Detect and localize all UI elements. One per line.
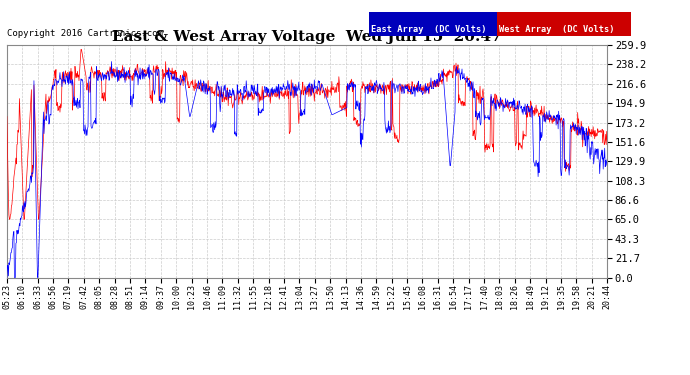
- Text: East Array  (DC Volts): East Array (DC Volts): [371, 24, 486, 33]
- Title: East & West Array Voltage  Wed Jun 15  20:47: East & West Array Voltage Wed Jun 15 20:…: [112, 30, 502, 44]
- Text: Copyright 2016 Cartronics.com: Copyright 2016 Cartronics.com: [7, 28, 163, 38]
- Text: West Array  (DC Volts): West Array (DC Volts): [499, 24, 614, 33]
